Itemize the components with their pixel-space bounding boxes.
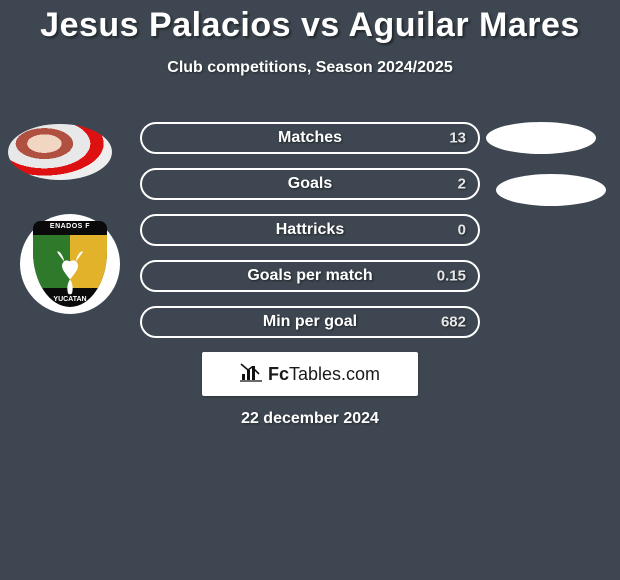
bar-chart-icon — [240, 362, 262, 387]
player1-club-badge: ENADOS F YUCATAN — [20, 214, 120, 314]
stat-row-mpg: Min per goal 682 — [140, 306, 480, 338]
stat-value: 682 — [441, 314, 466, 331]
logo-prefix: Fc — [268, 364, 289, 384]
stat-row-hattricks: Hattricks 0 — [140, 214, 480, 246]
stat-label: Hattricks — [276, 221, 344, 239]
comparison-card: Jesus Palacios vs Aguilar Mares Club com… — [0, 0, 620, 580]
stats-list: Matches 13 Goals 2 Hattricks 0 Goals per… — [140, 122, 480, 352]
stat-label: Goals per match — [247, 267, 372, 285]
badge-text-top: ENADOS F — [33, 223, 107, 230]
stat-label: Goals — [288, 175, 332, 193]
logo-text: FcTables.com — [268, 364, 380, 385]
stat-row-matches: Matches 13 — [140, 122, 480, 154]
logo-suffix: Tables.com — [289, 364, 380, 384]
stat-label: Matches — [278, 129, 342, 147]
player2-club-placeholder — [496, 174, 606, 206]
stat-value: 13 — [449, 130, 466, 147]
date-label: 22 december 2024 — [0, 410, 620, 428]
stat-label: Min per goal — [263, 313, 357, 331]
stat-row-gpm: Goals per match 0.15 — [140, 260, 480, 292]
stat-value: 2 — [458, 176, 466, 193]
stat-value: 0.15 — [437, 268, 466, 285]
page-title: Jesus Palacios vs Aguilar Mares — [0, 0, 620, 45]
stat-row-goals: Goals 2 — [140, 168, 480, 200]
source-logo: FcTables.com — [202, 352, 418, 396]
stat-value: 0 — [458, 222, 466, 239]
player1-avatar — [8, 124, 112, 180]
shield-icon: ENADOS F YUCATAN — [33, 221, 107, 307]
deer-icon — [50, 249, 90, 297]
player2-avatar-placeholder — [486, 122, 596, 154]
subtitle: Club competitions, Season 2024/2025 — [0, 59, 620, 77]
